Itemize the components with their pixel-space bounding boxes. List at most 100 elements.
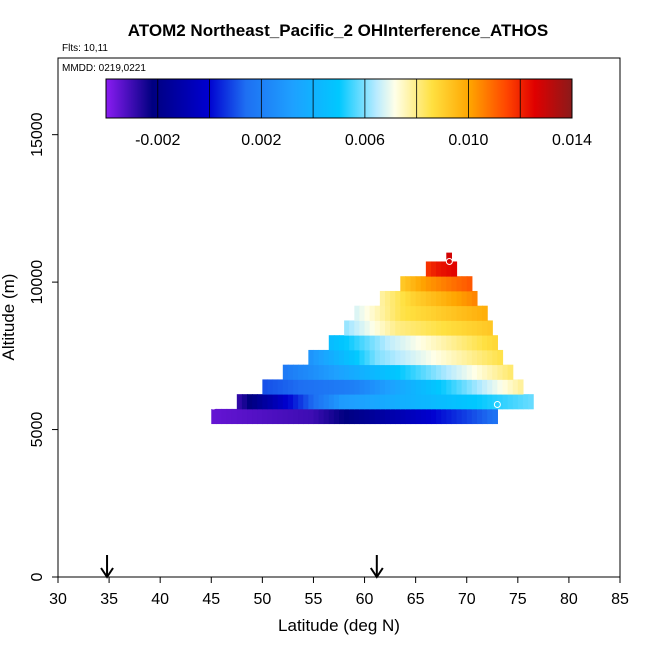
data-cell (328, 394, 335, 410)
data-cell (430, 349, 437, 366)
data-cell (466, 290, 473, 307)
data-cell (482, 379, 488, 395)
data-cell (374, 349, 381, 366)
x-axis-label: Latitude (deg N) (278, 616, 400, 635)
data-cell (497, 379, 504, 395)
data-cell (318, 394, 325, 410)
data-cell (451, 305, 458, 321)
data-cell (410, 320, 417, 336)
data-cell (364, 379, 371, 395)
data-cell (333, 335, 340, 351)
data-cell (410, 305, 417, 321)
data-cell (354, 335, 361, 351)
data-cell (492, 364, 498, 380)
data-cell (425, 349, 432, 366)
data-cell (328, 335, 335, 351)
data-cell (400, 364, 407, 380)
data-cell (461, 335, 468, 351)
data-cell (216, 408, 223, 425)
data-cell (482, 305, 488, 321)
data-cell (328, 408, 335, 425)
data-cell (482, 394, 488, 410)
x-tick-label: 55 (305, 591, 323, 608)
data-cell (359, 335, 366, 351)
data-cell (441, 394, 447, 410)
data-cell (461, 379, 468, 395)
data-cell (379, 379, 386, 395)
data-cell (430, 364, 437, 380)
data-cell (369, 408, 376, 425)
data-cell (466, 349, 473, 366)
data-cell (456, 394, 463, 410)
data-cell (400, 276, 407, 292)
data-cell (456, 335, 463, 351)
data-cell (384, 394, 391, 410)
data-cell (400, 394, 407, 410)
data-cell (349, 394, 355, 410)
data-cell (492, 335, 498, 351)
data-cell (344, 364, 350, 380)
data-cell (466, 394, 473, 410)
data-cell (226, 408, 233, 425)
data-cell (405, 290, 412, 307)
data-cell (272, 394, 279, 410)
data-cell (461, 349, 468, 366)
data-cell (390, 349, 396, 366)
data-cell (446, 320, 452, 336)
data-cell (344, 335, 350, 351)
data-cell (482, 349, 488, 366)
data-cell (277, 394, 284, 410)
data-cell (282, 364, 289, 380)
data-cell (425, 379, 432, 395)
latitude-arrows (100, 555, 384, 579)
data-cell (349, 349, 355, 366)
data-cell (354, 349, 361, 366)
data-cell (466, 335, 473, 351)
data-cell (364, 349, 371, 366)
data-cell (471, 349, 478, 366)
data-cell (405, 408, 412, 425)
data-cell (344, 379, 350, 395)
data-cell (497, 364, 504, 380)
x-tick-label: 45 (202, 591, 220, 608)
data-cell (293, 364, 299, 380)
data-cell (400, 349, 407, 366)
data-cell (487, 408, 493, 425)
data-cell (282, 394, 289, 410)
data-cell (359, 379, 366, 395)
data-cell (456, 320, 463, 336)
data-cell (461, 364, 468, 380)
data-cell (456, 276, 463, 292)
data-cell (384, 364, 391, 380)
data-cell (333, 394, 340, 410)
data-cell (497, 394, 504, 410)
x-tick-label: 30 (49, 591, 67, 608)
data-cell (298, 408, 304, 425)
data-cell (405, 335, 412, 351)
data-cell (461, 408, 468, 425)
data-cell (420, 408, 427, 425)
data-cell (446, 408, 452, 425)
data-cell (282, 379, 289, 395)
data-cell (390, 394, 396, 410)
data-cell (344, 394, 350, 410)
data-cell (400, 290, 407, 307)
data-cell (471, 394, 478, 410)
data-cell (425, 305, 432, 321)
data-cell (476, 335, 483, 351)
data-cell (236, 408, 243, 425)
data-cell (349, 408, 355, 425)
data-cell (446, 335, 452, 351)
data-cell (257, 408, 263, 425)
open-circle-marker (445, 257, 453, 265)
x-tick-label: 35 (100, 591, 118, 608)
data-cell (446, 290, 452, 307)
y-tick-label: 0 (29, 572, 46, 581)
data-cell (420, 349, 427, 366)
data-cell (395, 364, 401, 380)
data-cell (436, 305, 442, 321)
data-cell (405, 364, 412, 380)
data-cell (446, 349, 452, 366)
data-cell (390, 379, 396, 395)
colorbar: -0.002 0.002 0.006 0.010 0.014 (105, 78, 592, 149)
